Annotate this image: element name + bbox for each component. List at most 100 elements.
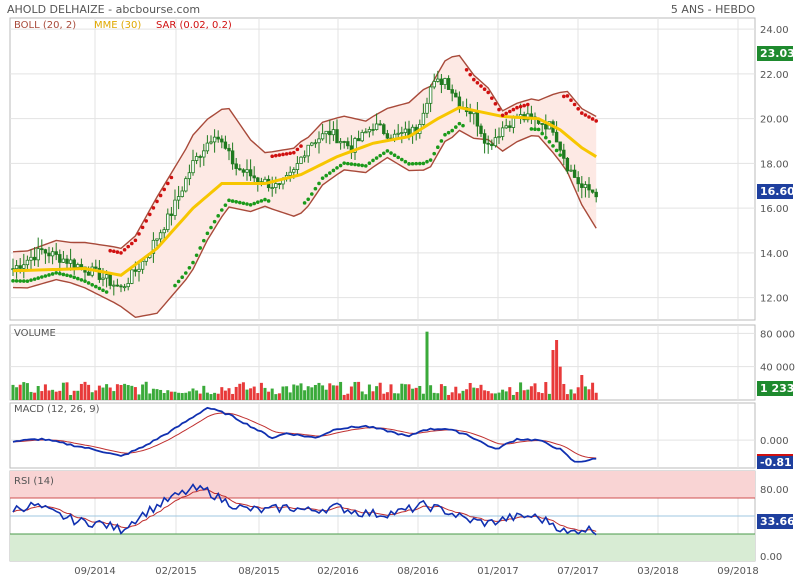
sar-dot [144,219,148,223]
volume-bar [400,383,404,400]
macd-tick-label: 0.000 [760,436,789,447]
sar-dot [439,139,444,143]
volume-bar [493,393,497,400]
volume-bar [583,386,587,400]
candle-body [443,78,447,86]
volume-bar [54,391,58,400]
x-tick-label: 07/2017 [557,566,599,577]
price-tick-label: 16.00 [760,204,789,215]
candle-body [482,133,487,144]
volume-bar [479,384,483,400]
rsi-panel [10,471,755,561]
sar-dot [504,111,509,116]
badge-last-text: 16.60 [760,185,795,198]
sar-dot [220,208,224,212]
sar-dot [436,145,440,149]
volume-bar [461,390,465,400]
candle-body [61,258,66,263]
sar-dot [349,162,354,166]
volume-bar [569,389,573,400]
volume-bar [209,394,213,400]
candle-body [562,149,566,159]
volume-bar [169,391,173,400]
macd-title: MACD (12, 26, 9) [14,404,100,415]
candle-body [126,283,130,288]
sar-dot [425,159,429,164]
volume-bar [180,393,184,400]
sar-dot [522,103,526,108]
x-tick-label: 08/2015 [238,566,280,577]
candle-body [558,141,562,151]
volume-bar [256,393,260,400]
sar-dot [47,273,51,277]
sar-dot [540,131,544,136]
sar-dot [367,161,372,165]
candle-body [382,124,386,135]
volume-bar [357,381,361,400]
sar-dot [223,203,228,207]
candle-body [371,129,375,131]
price-tick-label: 20.00 [760,115,789,126]
sar-dot [536,127,541,132]
volume-bar [317,382,321,400]
sar-dot [151,206,156,210]
sar-dot [544,135,548,140]
candle-body [72,259,76,268]
candle-body [277,183,282,185]
volume-bar [65,382,69,400]
candle-body [36,248,40,261]
sar-dot [472,77,476,82]
price-tick-label: 18.00 [760,159,789,170]
candle-body [158,232,163,240]
price-tick-label: 22.00 [760,70,789,81]
volume-bar [112,391,116,400]
sar-dot [140,225,145,230]
legend-boll: BOLL (20, 2) [14,20,76,31]
volume-bar [69,394,73,400]
candle-body [176,196,181,201]
sar-dot [418,161,422,166]
volume-bar [270,388,274,400]
candle-body [108,274,112,286]
candle-body [432,81,436,88]
volume-bar [295,385,299,400]
candle-body [497,136,501,139]
candle-body [590,189,595,193]
candle-body [104,274,109,279]
volume-bar [76,390,80,400]
volume-bar [90,392,94,400]
sar-dot [266,199,271,203]
sar-dot [148,212,152,217]
volume-bar [544,382,548,400]
candle-body [162,229,166,234]
sar-dot [205,231,210,236]
candle-body [184,178,188,192]
candle-body [454,92,458,98]
price-tick-label: 14.00 [760,249,789,260]
sar-dot [547,139,552,144]
badge-macd: -0.811 [757,454,799,469]
bollinger-upper [12,54,597,253]
volume-bar [187,391,191,400]
sar-dot [482,87,487,91]
volume-bar [303,390,307,400]
volume-bar [119,384,123,400]
candle-body [328,130,332,136]
volume-bar [335,385,339,400]
sar-dot [569,98,573,103]
candle-body [306,144,310,157]
volume-bar [414,387,418,400]
candle-body [364,131,368,134]
candle-body [216,136,220,140]
sar-dot [558,153,562,157]
x-tick-label: 03/2018 [637,566,679,577]
volume-bar [425,331,429,400]
sar-dot [389,151,393,155]
sar-dot [14,279,19,283]
sar-dot [198,246,202,250]
sar-dot [108,248,112,253]
volume-bar [202,385,206,400]
sar-dot [407,162,411,166]
volume-bar [173,391,177,400]
